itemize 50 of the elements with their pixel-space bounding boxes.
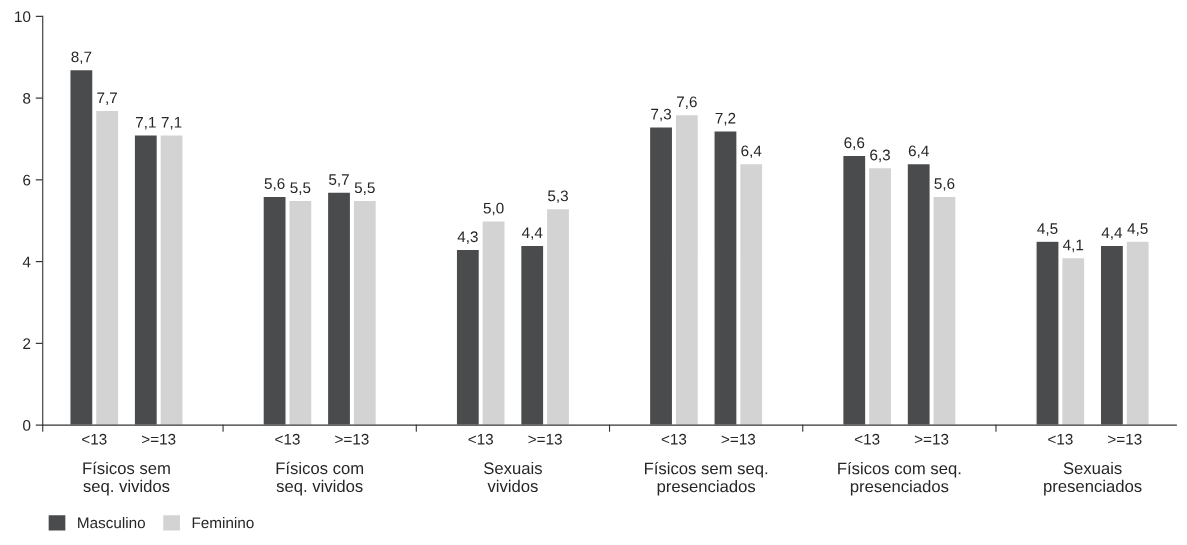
text: Sexuais presenciados (1044, 461, 1142, 496)
data-label: 7,3 (651, 108, 671, 122)
x-tick-label: >=13 (1108, 433, 1142, 445)
data-label: 6,4 (908, 145, 929, 159)
data-label: 5,5 (354, 182, 375, 195)
x-tick-label: >=13 (528, 433, 562, 445)
data-label: 4,5 (1037, 223, 1058, 236)
x-tick-label: <13 (854, 433, 880, 445)
text: Físicos com seq. presenciados (838, 461, 961, 496)
x-tick-label: >=13 (914, 433, 949, 445)
x-tick-label: <13 (1048, 433, 1073, 445)
x-tick-label: <13 (275, 433, 300, 445)
data-label: 7,6 (676, 96, 697, 110)
x-tick-label: >=13 (142, 433, 176, 445)
data-label: 5,6 (264, 178, 285, 191)
y-tick-label: 6 (23, 174, 31, 186)
x-tick-label: >=13 (335, 433, 369, 445)
text: Físicos com seq. vividos (276, 461, 364, 496)
x-tick-label: <13 (468, 433, 493, 445)
text: Sexuais vividos (484, 461, 542, 493)
data-label: 4,5 (1127, 223, 1148, 236)
data-label: 4,3 (457, 231, 478, 244)
y-tick-label: 2 (23, 338, 31, 349)
data-label: 4,4 (1101, 227, 1123, 240)
data-label: 5,5 (290, 182, 311, 195)
text: Físicos sem seq. presenciados (644, 461, 768, 496)
data-label: 6,3 (870, 149, 890, 163)
data-label: 6,4 (741, 145, 762, 159)
data-label: 7,7 (97, 92, 117, 105)
data-label: 8,7 (71, 51, 92, 65)
legend-label: Masculino (78, 517, 145, 529)
y-tick-label: 8 (23, 92, 31, 104)
data-label: 5,7 (329, 174, 349, 187)
data-label: 5,6 (934, 178, 955, 191)
y-tick-label: 0 (23, 419, 31, 431)
data-label: 7,2 (715, 112, 736, 126)
data-label: 4,4 (521, 227, 543, 240)
y-tick-label: 4 (22, 256, 31, 268)
x-tick-label: <13 (661, 433, 687, 445)
data-label: 5,0 (483, 202, 504, 216)
data-label: 7,1 (135, 117, 156, 130)
x-tick-label: <13 (82, 433, 107, 445)
data-label: 4,1 (1063, 239, 1084, 253)
x-tick-label: >=13 (721, 433, 756, 445)
data-label: 6,6 (844, 137, 865, 150)
legend-label: Feminino (192, 517, 254, 529)
data-label: 7,1 (161, 117, 182, 130)
data-label: 5,3 (547, 190, 568, 204)
text: Físicos sem seq. vividos (83, 461, 170, 496)
y-tick-label: 10 (15, 11, 31, 23)
